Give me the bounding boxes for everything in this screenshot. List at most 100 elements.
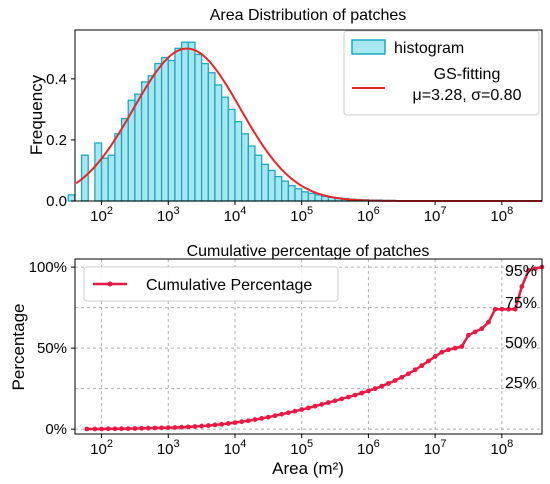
- histogram-x-tick-label: 103: [157, 205, 180, 225]
- histogram-bar: [134, 93, 143, 202]
- cumulative-point: [225, 421, 231, 426]
- cumulative-legend-marker: [107, 281, 113, 287]
- cumulative-point: [305, 405, 311, 411]
- cumulative-point: [232, 420, 238, 426]
- cumulative-title: Cumulative percentage of patches: [187, 243, 430, 260]
- cumulative-point: [172, 425, 178, 430]
- cumulative-point: [92, 426, 98, 432]
- histogram-bar: [220, 96, 229, 202]
- cumulative-point: [386, 381, 391, 386]
- cumulative-x-label: Area (m²): [272, 459, 344, 478]
- cumulative-point: [479, 326, 485, 332]
- cumulative-point: [219, 421, 225, 427]
- cumulative-point: [426, 358, 431, 364]
- cumulative-point: [499, 306, 505, 312]
- cumulative-point: [372, 386, 378, 392]
- histogram-bar: [200, 62, 209, 202]
- histogram-bar: [100, 157, 109, 202]
- histogram-x-ticks: 102 103 104 105 106 107 108: [90, 201, 513, 225]
- cumulative-point: [459, 344, 465, 349]
- histogram-bar: [167, 59, 176, 202]
- gs-fitting-legend-label: GS-fitting: [434, 66, 501, 83]
- cumulative-point: [532, 266, 538, 272]
- histogram-y-label: Frequency: [27, 74, 46, 155]
- cumulative-point: [526, 267, 531, 273]
- histogram-y-tick-label: 0.4: [46, 71, 67, 88]
- cumulative-point: [84, 426, 90, 432]
- cumulative-grid: [75, 259, 542, 434]
- cumulative-point: [492, 306, 498, 312]
- histogram-bar: [174, 47, 183, 202]
- cumulative-x-tick-label: 104: [224, 438, 247, 458]
- cumulative-point: [252, 417, 258, 422]
- histogram-bar: [267, 169, 276, 202]
- cumulative-point: [392, 378, 398, 383]
- cumulative-point: [406, 371, 411, 377]
- histogram-bar: [67, 194, 76, 202]
- histogram-bar: [154, 62, 163, 202]
- histogram-panel: Area Distribution of patches 102 103 104 10…: [27, 7, 543, 225]
- cumulative-point: [419, 363, 425, 369]
- histogram-legend-swatch: [351, 39, 386, 55]
- histogram-bar: [240, 133, 249, 202]
- cumulative-y-tick-label: 50%: [37, 340, 67, 357]
- histogram-bar: [314, 194, 323, 202]
- cumulative-point: [205, 423, 211, 428]
- cumulative-point: [452, 345, 458, 351]
- histogram-bar: [140, 81, 149, 202]
- cumulative-point: [359, 390, 365, 396]
- cumulative-point: [139, 425, 144, 431]
- histogram-bars: [67, 41, 416, 202]
- histogram-y-tick-label: 0.2: [46, 132, 67, 149]
- cumulative-legend-label: Cumulative Percentage: [146, 277, 312, 294]
- histogram-bar: [261, 163, 269, 202]
- cumulative-point: [212, 422, 218, 428]
- cumulative-point: [299, 407, 305, 412]
- annotation-50: 50%: [505, 335, 537, 352]
- cumulative-point: [179, 424, 185, 430]
- cumulative-y-label: Percentage: [9, 304, 28, 391]
- histogram-x-tick-label: 105: [290, 205, 313, 225]
- histogram-frame: [74, 29, 543, 202]
- cumulative-point: [432, 354, 438, 359]
- cumulative-y-ticks: 0% 50% 100%: [29, 259, 75, 438]
- cumulative-point: [332, 398, 338, 404]
- cumulative-x-tick-label: 102: [90, 438, 113, 458]
- cumulative-point: [486, 319, 491, 325]
- annotation-25: 25%: [505, 375, 537, 392]
- cumulative-point: [132, 426, 138, 431]
- percentile-annotations: 95% 75% 50% 25%: [505, 263, 537, 392]
- histogram-legend: histogram GS-fitting μ=3.28, σ=0.80: [343, 30, 540, 116]
- cumulative-point: [185, 424, 191, 430]
- cumulative-point: [105, 426, 111, 432]
- histogram-bar: [107, 154, 116, 202]
- histogram-bar: [307, 192, 316, 202]
- histogram-title: Area Distribution of patches: [210, 7, 407, 24]
- cumulative-frame: [74, 258, 543, 435]
- cumulative-point: [439, 349, 445, 355]
- cumulative-point: [245, 418, 251, 424]
- histogram-bar: [287, 185, 296, 202]
- histogram-bar: [160, 56, 169, 202]
- histogram-bar: [247, 145, 256, 202]
- cumulative-x-tick-label: 105: [290, 438, 313, 458]
- histogram-bar: [207, 72, 216, 202]
- histogram-bar: [94, 142, 103, 202]
- cumulative-point: [466, 332, 471, 338]
- gs-fitting-legend-params: μ=3.28, σ=0.80: [413, 87, 522, 104]
- cumulative-x-tick-label: 107: [424, 438, 447, 458]
- histogram-x-tick-label: 108: [490, 205, 513, 225]
- cumulative-point: [472, 329, 478, 335]
- cumulative-point: [292, 408, 298, 414]
- cumulative-point: [165, 425, 171, 431]
- cumulative-point: [259, 416, 265, 421]
- histogram-bar: [214, 84, 223, 202]
- histogram-bar: [120, 117, 129, 202]
- cumulative-point: [506, 306, 511, 312]
- cumulative-point: [512, 306, 518, 312]
- histogram-bar: [147, 75, 156, 202]
- cumulative-point: [339, 396, 345, 402]
- cumulative-point: [199, 423, 205, 429]
- cumulative-point: [239, 419, 245, 425]
